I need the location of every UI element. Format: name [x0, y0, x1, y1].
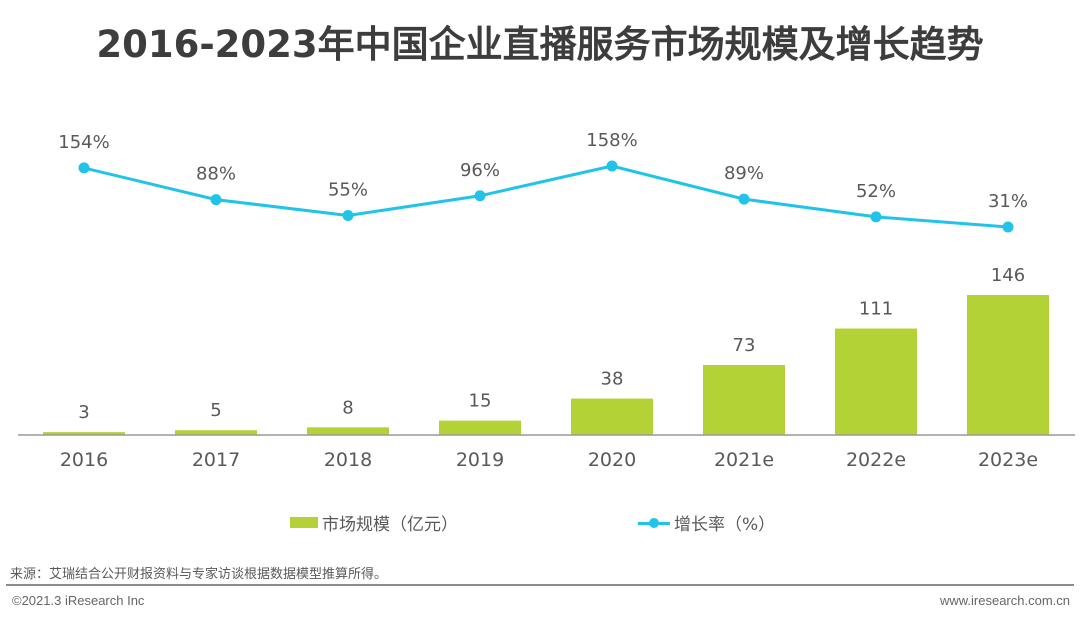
- bar-value-label-2017: 5: [210, 400, 221, 421]
- footer-divider: [6, 584, 1074, 586]
- x-tick-label-2023e: 2023e: [978, 449, 1038, 471]
- legend-label-market-size: 市场规模（亿元）: [322, 515, 458, 535]
- x-tick-label-2018: 2018: [324, 449, 372, 471]
- copyright-text: ©2021.3 iResearch Inc: [12, 593, 145, 608]
- bar-2018: [307, 427, 389, 435]
- line-value-label-2016: 154%: [58, 132, 109, 153]
- line-point-2018: [342, 209, 354, 221]
- bar-2022e: [835, 328, 917, 435]
- x-tick-label-2019: 2019: [456, 449, 504, 471]
- line-point-2022e: [870, 211, 882, 223]
- bar-value-label-2022e: 111: [859, 299, 893, 320]
- bar-value-label-2016: 3: [78, 402, 89, 423]
- labels-layer: 3 2016 154% 5 2017 88% 8 2018 55% 15 2019 96% 38 2020…: [58, 130, 1038, 471]
- x-tick-label-2020: 2020: [588, 449, 636, 471]
- line-point-2021e: [738, 193, 750, 205]
- legend-line-marker-icon: [638, 516, 670, 530]
- legend-item-growth-rate: 增长率（%）: [638, 510, 775, 535]
- line-point-2023e: [1002, 221, 1014, 233]
- website-link[interactable]: www.iresearch.com.cn: [939, 593, 1070, 608]
- line-point-2020: [606, 160, 618, 172]
- bar-value-label-2020: 38: [601, 369, 624, 390]
- bar-value-label-2018: 8: [342, 397, 353, 418]
- bar-2016: [43, 432, 125, 435]
- bar-2021e: [703, 365, 785, 435]
- line-value-label-2019: 96%: [460, 160, 500, 181]
- legend-label-growth-rate: 增长率（%）: [674, 515, 776, 535]
- chart-title: 2016-2023年中国企业直播服务市场规模及增长趋势: [96, 23, 984, 66]
- bar-2023e: [967, 295, 1049, 435]
- line-value-label-2023e: 31%: [988, 191, 1028, 212]
- line-point-2016: [78, 162, 90, 174]
- line-value-label-2017: 88%: [196, 164, 236, 185]
- x-tick-label-2021e: 2021e: [714, 449, 774, 471]
- line-value-label-2021e: 89%: [724, 163, 764, 184]
- bars-layer: [43, 295, 1049, 435]
- x-tick-label-2017: 2017: [192, 449, 240, 471]
- growth-rate-line: [83, 164, 1009, 229]
- line-value-label-2020: 158%: [586, 130, 637, 151]
- source-note: 来源：艾瑞结合公开财报资料与专家访谈根据数据模型推算所得。: [10, 567, 388, 582]
- bar-value-label-2019: 15: [469, 391, 492, 412]
- bar-value-label-2021e: 73: [733, 335, 756, 356]
- legend-bar-swatch-icon: [290, 517, 318, 528]
- x-tick-label-2016: 2016: [60, 449, 108, 471]
- bar-2020: [571, 398, 653, 435]
- line-value-label-2018: 55%: [328, 179, 368, 200]
- line-point-2019: [474, 190, 486, 202]
- line-point-2017: [210, 194, 222, 206]
- bar-2019: [439, 420, 521, 435]
- line-layer: [78, 160, 1014, 233]
- bar-2017: [175, 430, 257, 435]
- line-value-label-2022e: 52%: [856, 181, 896, 202]
- bar-value-label-2023e: 146: [991, 265, 1025, 286]
- legend-item-market-size: 市场规模（亿元）: [290, 510, 458, 535]
- x-tick-label-2022e: 2022e: [846, 449, 906, 471]
